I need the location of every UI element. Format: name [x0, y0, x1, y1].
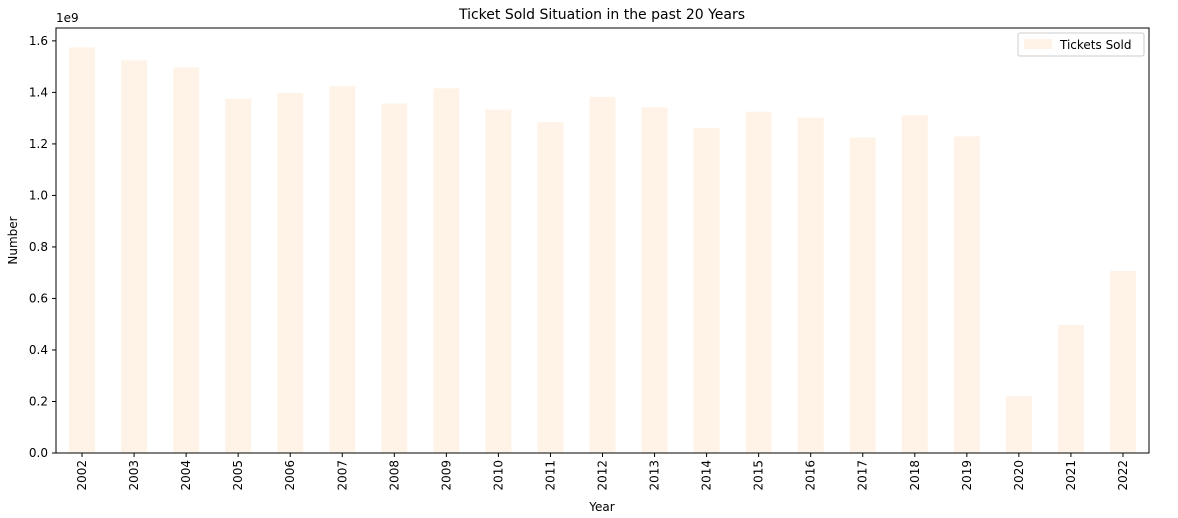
legend: Tickets Sold [1017, 32, 1145, 57]
bar-2015 [745, 111, 772, 453]
bar-2009 [433, 88, 460, 453]
bar-2022 [1109, 270, 1136, 453]
x-tick-label: 2019 [960, 460, 974, 491]
y-axis-offset-label: 1e9 [56, 11, 79, 25]
y-axis-label: Number [6, 216, 20, 264]
x-tick-label: 2008 [387, 460, 401, 491]
bar-2013 [641, 107, 668, 453]
y-tick-label: 0.4 [29, 343, 48, 357]
x-tick-label: 2021 [1064, 460, 1078, 491]
bar-2014 [693, 127, 720, 453]
x-tick-label: 2007 [335, 460, 349, 491]
bar-2004 [173, 67, 200, 453]
y-tick-label: 0.2 [29, 394, 48, 408]
x-tick-label: 2017 [856, 460, 870, 491]
x-tick-label: 2002 [75, 460, 89, 491]
y-tick-label: 0.8 [29, 240, 48, 254]
y-tick-label: 1.0 [29, 188, 48, 202]
y-axis-ticks: 0.0 0.2 0.4 0.6 0.8 1.0 1.2 1.4 1.6 [29, 34, 56, 460]
y-tick-label: 0.0 [29, 446, 48, 460]
x-tick-label: 2010 [491, 460, 505, 491]
x-tick-label: 2015 [752, 460, 766, 491]
bar-group [69, 47, 1136, 454]
y-tick-label: 1.2 [29, 137, 48, 151]
bar-2007 [329, 86, 356, 453]
x-tick-label: 2020 [1012, 460, 1026, 491]
chart-title: Ticket Sold Situation in the past 20 Yea… [458, 7, 745, 23]
bar-2008 [381, 103, 408, 453]
x-tick-label: 2005 [231, 460, 245, 491]
x-tick-label: 2022 [1116, 460, 1130, 491]
bar-2006 [277, 92, 304, 453]
bar-2002 [69, 47, 96, 454]
plot-frame [55, 27, 1150, 454]
legend-box [1017, 32, 1145, 57]
legend-swatch [1024, 39, 1052, 49]
x-tick-label: 2016 [804, 460, 818, 491]
x-tick-label: 2003 [127, 460, 141, 491]
y-tick-label: 1.6 [29, 34, 48, 48]
bar-2010 [485, 109, 512, 453]
y-tick-label: 0.6 [29, 291, 48, 305]
y-tick-label: 1.4 [29, 85, 48, 99]
x-tick-label: 2011 [543, 460, 557, 491]
bar-2003 [121, 60, 148, 454]
bar-2018 [901, 115, 928, 454]
x-axis-label: Year [588, 500, 614, 514]
x-axis-ticks: 2002 2003 2004 2005 2006 2007 2008 2009 2010 2011… [75, 453, 1130, 491]
x-tick-label: 2018 [908, 460, 922, 491]
bar-2011 [537, 122, 564, 454]
bar-2021 [1057, 324, 1084, 453]
x-tick-label: 2013 [648, 460, 662, 491]
bar-2017 [849, 137, 876, 453]
bar-2020 [1005, 396, 1032, 453]
bar-2016 [797, 117, 824, 454]
x-tick-label: 2014 [700, 460, 714, 491]
bar-2012 [589, 96, 616, 453]
x-tick-label: 2009 [439, 460, 453, 491]
x-tick-label: 2006 [283, 460, 297, 491]
x-tick-label: 2012 [596, 460, 610, 491]
bar-2019 [953, 136, 980, 453]
x-tick-label: 2004 [179, 460, 193, 491]
bar-2005 [225, 98, 252, 453]
legend-label: Tickets Sold [1059, 38, 1131, 52]
